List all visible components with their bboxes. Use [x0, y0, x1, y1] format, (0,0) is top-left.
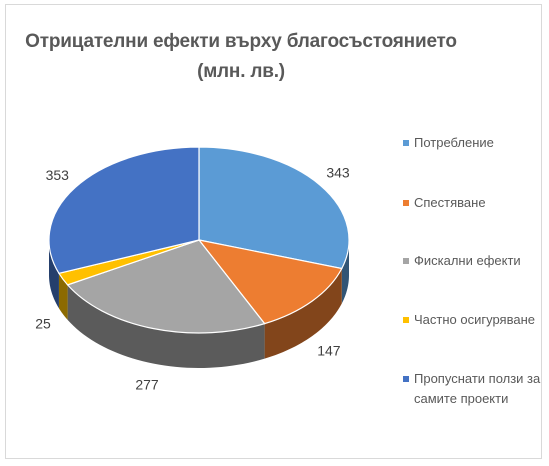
legend-label: Частно осигуряване	[414, 312, 535, 327]
legend-label: Фискални ефекти	[414, 253, 521, 268]
pie-data-labels: 343 147 277 25 353	[35, 164, 350, 392]
pie-side-fiscal-effects	[67, 284, 265, 368]
legend-swatch	[403, 140, 409, 146]
legend-label: Пропуснати ползи за самите проекти	[414, 371, 541, 406]
pie-side-savings	[264, 268, 342, 359]
data-label-savings: 147	[317, 342, 341, 358]
legend-swatch	[403, 376, 409, 382]
pie-slice-consumption	[198, 146, 350, 270]
pie-slice-savings	[197, 239, 343, 325]
data-label-private-insurance: 25	[35, 316, 51, 332]
pie-slice-missed-benefits	[48, 146, 200, 274]
legend-swatch	[403, 258, 409, 264]
pie-sides	[49, 240, 349, 368]
data-label-consumption: 343	[326, 164, 350, 180]
legend-label: Спестяване	[414, 195, 486, 210]
data-label-fiscal-effects: 277	[135, 377, 159, 393]
legend-label: Потребление	[414, 135, 494, 150]
pie-top	[48, 146, 350, 334]
pie-slice-fiscal-effects	[66, 239, 266, 334]
chart-title-line-1: Отрицателни ефекти върху благосъстояниет…	[25, 31, 457, 52]
chart-frame: Отрицателни ефекти върху благосъстояниет…	[5, 4, 542, 459]
legend-swatch	[403, 200, 409, 206]
legend-swatch	[403, 317, 409, 323]
data-label-missed-benefits: 353	[46, 167, 70, 183]
pie-side-private-insurance	[58, 273, 68, 320]
chart-title: Отрицателни ефекти върху благосъстояниет…	[6, 27, 476, 87]
pie-chart: 343 147 277 25 353	[35, 146, 350, 393]
chart-title-line-2: (млн. лв.)	[197, 61, 285, 82]
